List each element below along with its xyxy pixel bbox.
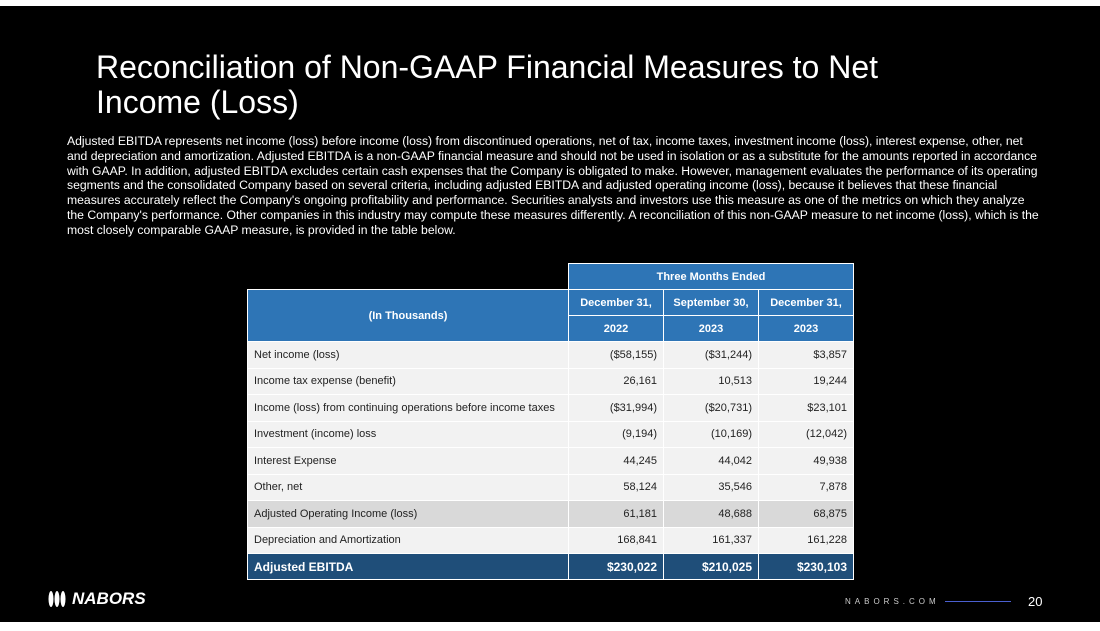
row-value: (10,169) xyxy=(663,420,759,448)
slide-title: Reconciliation of Non-GAAP Financial Mea… xyxy=(96,49,878,120)
row-value: 35,546 xyxy=(663,473,759,501)
total-value: $230,022 xyxy=(568,553,664,580)
col-year: 2023 xyxy=(663,315,759,342)
row-value: 61,181 xyxy=(568,500,664,528)
reconciliation-table: Three Months Ended (In Thousands) Decemb… xyxy=(247,263,854,580)
row-value: 68,875 xyxy=(758,500,854,528)
table-row: Income tax expense (benefit) 26,161 10,513… xyxy=(247,367,854,395)
total-value: $210,025 xyxy=(663,553,759,580)
row-value: 161,337 xyxy=(663,526,759,554)
row-value: 19,244 xyxy=(758,367,854,395)
col-date: December 31, xyxy=(568,289,664,316)
table-row: Interest Expense 44,245 44,042 49,938 xyxy=(247,447,854,475)
row-value: 161,228 xyxy=(758,526,854,554)
row-header: (In Thousands) xyxy=(247,289,569,342)
nabors-logo: NABORS xyxy=(47,589,146,609)
total-value: $230,103 xyxy=(758,553,854,580)
row-value: ($31,244) xyxy=(663,341,759,369)
intro-paragraph: Adjusted EBITDA represents net income (l… xyxy=(67,134,1039,237)
empty-header-cell xyxy=(247,263,569,290)
row-label: Depreciation and Amortization xyxy=(247,526,569,554)
group-header: Three Months Ended xyxy=(568,263,854,290)
row-value: 48,688 xyxy=(663,500,759,528)
col-year: 2022 xyxy=(568,315,664,342)
footer-line xyxy=(945,601,1011,602)
row-value: ($58,155) xyxy=(568,341,664,369)
col-date: September 30, xyxy=(663,289,759,316)
col-date: December 31, xyxy=(758,289,854,316)
row-value: ($31,994) xyxy=(568,394,664,422)
row-label: Income (loss) from continuing operations… xyxy=(247,394,569,422)
row-value: 26,161 xyxy=(568,367,664,395)
table-row: Income (loss) from continuing operations… xyxy=(247,394,854,422)
row-value: $3,857 xyxy=(758,341,854,369)
table-row: Other, net 58,124 35,546 7,878 xyxy=(247,473,854,501)
logo-text: NABORS xyxy=(72,589,146,608)
row-label: Other, net xyxy=(247,473,569,501)
table-row: Depreciation and Amortization 168,841 161,… xyxy=(247,526,854,554)
row-label: Net income (loss) xyxy=(247,341,569,369)
row-value: 49,938 xyxy=(758,447,854,475)
website-text: NABORS.COM xyxy=(845,597,940,606)
table-row: Investment (income) loss (9,194) (10,169)(… xyxy=(247,420,854,448)
row-value: 58,124 xyxy=(568,473,664,501)
row-value: ($20,731) xyxy=(663,394,759,422)
row-label: Interest Expense xyxy=(247,447,569,475)
total-row: Adjusted EBITDA $230,022 $210,025 $230,1… xyxy=(247,553,854,580)
table-row: Net income (loss) ($58,155) ($31,244) $3,85… xyxy=(247,341,854,369)
page-number: 20 xyxy=(1028,594,1043,609)
col-year: 2023 xyxy=(758,315,854,342)
row-value: 168,841 xyxy=(568,526,664,554)
row-value: (12,042) xyxy=(758,420,854,448)
logo-mark-icon xyxy=(48,591,66,607)
total-label: Adjusted EBITDA xyxy=(247,553,569,580)
row-label: Investment (income) loss xyxy=(247,420,569,448)
row-value: (9,194) xyxy=(568,420,664,448)
row-value: 10,513 xyxy=(663,367,759,395)
row-value: 44,042 xyxy=(663,447,759,475)
row-label: Income tax expense (benefit) xyxy=(247,367,569,395)
row-value: $23,101 xyxy=(758,394,854,422)
row-value: 44,245 xyxy=(568,447,664,475)
row-label: Adjusted Operating Income (loss) xyxy=(247,500,569,528)
row-value: 7,878 xyxy=(758,473,854,501)
table-row: Adjusted Operating Income (loss) 61,181 48… xyxy=(247,500,854,528)
